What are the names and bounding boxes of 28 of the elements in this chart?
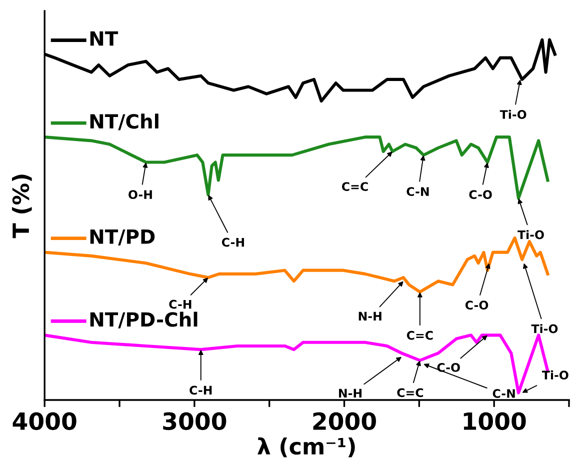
x-tick-label: 4000 <box>12 412 76 430</box>
annotation: C=C <box>342 182 368 192</box>
annotation: C=C <box>406 330 433 340</box>
x-tick-label: 1000 <box>464 412 526 430</box>
annotation: N-H <box>339 388 362 398</box>
annotation: C-O <box>465 300 488 310</box>
annotation: C=C <box>397 388 424 398</box>
annotation: Ti-O <box>518 230 544 240</box>
legend-label: NT/Chl <box>90 114 158 130</box>
y-axis-title: T (%) <box>12 174 32 238</box>
annotation: C-N <box>406 187 429 196</box>
legend-label: NT <box>90 31 118 46</box>
annotation: C-H <box>222 238 244 247</box>
annotation: C-O <box>437 362 460 372</box>
annotation: C-H <box>169 300 192 309</box>
annotation: Ti-O <box>542 370 568 380</box>
annotation: N-H <box>358 312 382 321</box>
x-tick-label: 3000 <box>163 412 226 430</box>
annotation: Ti-O <box>500 110 526 119</box>
annotation: C-N <box>492 389 515 398</box>
annotation: Ti-O <box>531 324 558 334</box>
annotation: C-O <box>469 190 492 200</box>
x-axis-title: λ (cm⁻¹) <box>258 437 355 458</box>
x-tick-label: 2000 <box>313 412 376 430</box>
legend-label: NT/PD-Chl <box>90 312 198 328</box>
legend-label: NT/PD <box>90 230 155 246</box>
annotation: O-H <box>128 190 152 200</box>
annotation: C-H <box>190 386 212 395</box>
